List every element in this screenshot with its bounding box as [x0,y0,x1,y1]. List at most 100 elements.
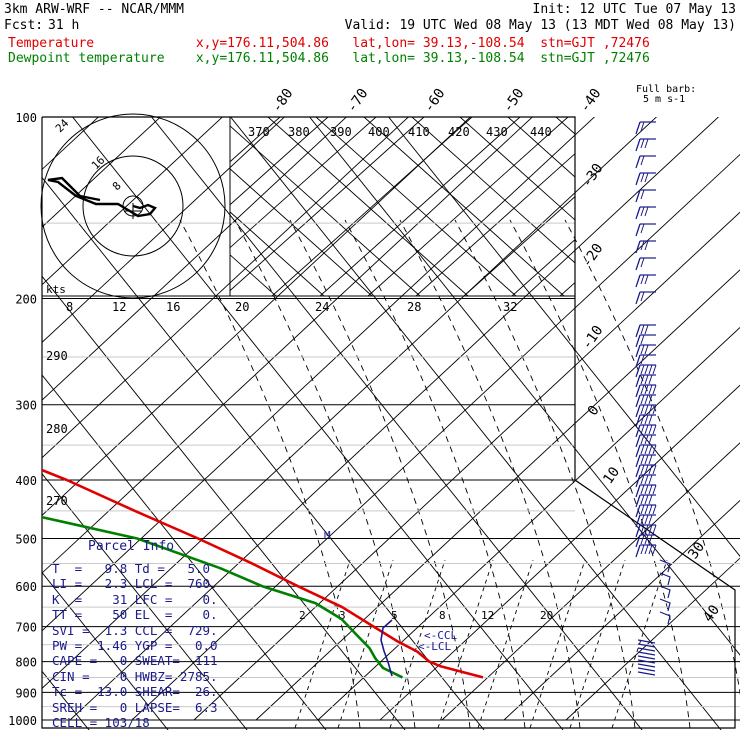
barb-legend-title: Full barb: [636,84,697,95]
theta-e-line [230,211,325,296]
parcel-row: TT = 50 EL = 0. [52,607,218,623]
pressure-label-200: 200 [15,293,37,307]
dry-adiabat [42,117,348,401]
wind-barb [640,155,645,166]
isotherm [388,117,740,557]
m-marker: M [324,529,331,542]
wind-barb [652,524,657,535]
parcel-row: SREH = 0 LAPSE= 6.3 [52,699,218,715]
parcel-path [380,619,393,677]
theta-e-line [315,117,517,296]
hodograph-ring [40,113,226,299]
wind-barb [644,206,649,217]
wind-barb [636,464,641,475]
wind-barb [640,474,645,485]
model-title: 3km ARW-WRF -- NCAR/MMM [4,2,185,17]
wind-barb [644,374,649,385]
lcl-label: <-LCL [418,640,452,653]
mixing-ratio-label: 8 [439,609,446,622]
wind-barb [636,484,641,495]
wind-barb [640,121,645,132]
wind-barb [640,514,645,525]
theta-e-line [411,117,575,264]
wind-barb [644,484,649,495]
wind-barb [636,514,641,525]
theta-e-line [507,117,575,178]
hodograph-speed-label: 32 [503,300,517,314]
wind-barb [648,404,653,415]
theta-e-line [230,254,277,296]
theta-label: 290 [46,349,68,363]
wind-barb [644,434,649,445]
isotherm-label: -60 [421,86,449,116]
wind-barb [636,121,641,132]
wind-barb [648,414,653,425]
wind-barb [636,138,641,149]
wind-barb [636,344,641,355]
wind-barb [640,424,645,435]
isotherm [309,117,740,656]
wind-barb [636,223,641,234]
pressure-label-1000: 1000 [8,714,37,728]
parcel-row: PW = 1.46 YGP = 0.0 [52,638,218,653]
pressure-label-800: 800 [15,656,37,670]
theta-label: 280 [46,422,68,436]
hodograph-speed-label: 20 [235,300,249,314]
theta-label: 270 [46,494,68,508]
isotherm-label: -30 [579,161,607,191]
wind-barb [644,474,649,485]
wind-barb [640,434,645,445]
wind-barb [652,404,657,415]
theta-e-line [230,117,377,249]
isotherm-label: -70 [344,86,372,116]
parcel-row: Tc = 13.0 SHEAR= 26. [52,684,218,700]
wind-barb [644,344,649,355]
wind-barb [659,572,671,586]
wind-barb [640,257,645,268]
wind-barb [636,324,641,335]
wind-barb [636,291,641,302]
wind-barb [648,494,653,505]
hodograph-speed-label: 16 [166,300,180,314]
wind-barb [640,189,645,200]
wind-barb [637,659,656,664]
parcel-row: CELL = 103/18 [52,715,150,730]
wind-barb [637,643,656,648]
moist-adiabat [234,219,416,729]
dry-adiabat [42,117,596,632]
wind-barb [644,504,649,515]
wind-barb [636,354,641,365]
isotherm [230,117,722,730]
wind-barb [644,414,649,425]
wind-barb [644,534,649,545]
barb-legend-value: 5 m s-1 [643,94,686,105]
wind-barb [640,334,645,345]
theta-e-line [319,117,521,296]
isotherm-label: -10 [579,323,607,353]
hodograph-speed-unit: kts [46,283,66,296]
theta-e-line [230,117,329,206]
pressure-label-600: 600 [15,580,37,594]
wind-barb [636,240,641,251]
hodograph-speed-label: 28 [407,300,421,314]
wind-barb [636,494,641,505]
isotherm [151,117,643,730]
theta-e-line [656,117,740,296]
wind-barb [636,364,641,375]
wind-barb [640,172,645,183]
dry-adiabat [69,117,720,721]
mixing-ratio-line [389,559,446,729]
mixing-ratio-line [569,559,626,729]
wind-barb [659,585,671,599]
wind-barb [640,464,645,475]
wind-barb [648,534,653,545]
dry-adiabat [255,269,740,721]
temperature-profile [42,468,484,679]
wind-barb [636,172,641,183]
wind-barb [644,494,649,505]
mixing-ratio-label: 3 [339,609,346,622]
wind-barb [640,504,645,515]
isotherm-label: 0 [585,403,603,419]
